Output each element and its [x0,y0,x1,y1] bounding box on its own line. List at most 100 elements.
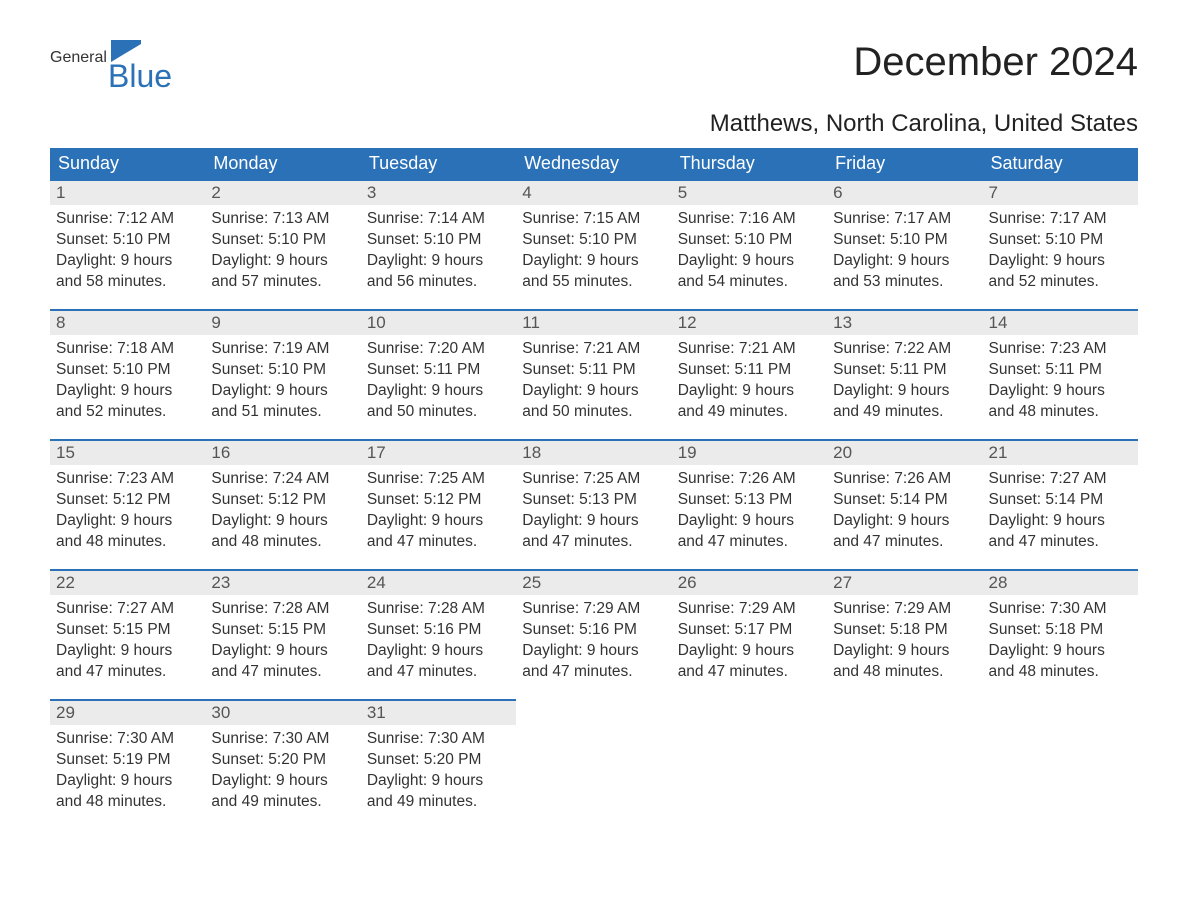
day-details: Sunrise: 7:25 AMSunset: 5:12 PMDaylight:… [361,465,516,563]
day-number: 3 [361,179,516,205]
day-number: 5 [672,179,827,205]
calendar-day-cell: 5Sunrise: 7:16 AMSunset: 5:10 PMDaylight… [672,179,827,309]
day-detail-line: Daylight: 9 hours [678,511,821,532]
day-detail-line: and 57 minutes. [211,272,354,293]
day-number: 17 [361,439,516,465]
day-detail-line: and 54 minutes. [678,272,821,293]
day-details: Sunrise: 7:16 AMSunset: 5:10 PMDaylight:… [672,205,827,303]
day-details: Sunrise: 7:30 AMSunset: 5:18 PMDaylight:… [983,595,1138,693]
day-detail-line: Sunset: 5:10 PM [211,230,354,251]
day-detail-line: Daylight: 9 hours [56,251,199,272]
day-detail-line: Daylight: 9 hours [56,771,199,792]
day-number: 24 [361,569,516,595]
day-detail-line: Daylight: 9 hours [833,511,976,532]
day-detail-line: Sunrise: 7:28 AM [367,599,510,620]
day-details: Sunrise: 7:26 AMSunset: 5:13 PMDaylight:… [672,465,827,563]
day-details: Sunrise: 7:28 AMSunset: 5:15 PMDaylight:… [205,595,360,693]
calendar-day-cell: 10Sunrise: 7:20 AMSunset: 5:11 PMDayligh… [361,309,516,439]
day-detail-line: Sunset: 5:13 PM [678,490,821,511]
day-detail-line: Daylight: 9 hours [522,251,665,272]
day-detail-line: Sunrise: 7:25 AM [522,469,665,490]
day-details: Sunrise: 7:22 AMSunset: 5:11 PMDaylight:… [827,335,982,433]
day-number: 30 [205,699,360,725]
day-detail-line: Sunset: 5:10 PM [833,230,976,251]
day-detail-line: and 48 minutes. [989,662,1132,683]
day-detail-line: Sunrise: 7:21 AM [522,339,665,360]
calendar-empty-cell [983,699,1138,829]
day-detail-line: and 48 minutes. [989,402,1132,423]
day-detail-line: and 47 minutes. [833,532,976,553]
day-detail-line: Sunset: 5:18 PM [833,620,976,641]
day-number: 2 [205,179,360,205]
calendar-day-cell: 27Sunrise: 7:29 AMSunset: 5:18 PMDayligh… [827,569,982,699]
day-detail-line: and 53 minutes. [833,272,976,293]
day-detail-line: Sunset: 5:20 PM [211,750,354,771]
day-detail-line: and 47 minutes. [367,532,510,553]
day-number: 7 [983,179,1138,205]
day-details: Sunrise: 7:17 AMSunset: 5:10 PMDaylight:… [827,205,982,303]
calendar-day-cell: 24Sunrise: 7:28 AMSunset: 5:16 PMDayligh… [361,569,516,699]
day-detail-line: Sunrise: 7:17 AM [989,209,1132,230]
logo-word-1: General [50,50,107,66]
day-detail-line: Sunrise: 7:27 AM [989,469,1132,490]
day-detail-line: Sunset: 5:19 PM [56,750,199,771]
day-detail-line: Sunset: 5:20 PM [367,750,510,771]
day-detail-line: Sunrise: 7:30 AM [989,599,1132,620]
calendar-day-cell: 20Sunrise: 7:26 AMSunset: 5:14 PMDayligh… [827,439,982,569]
day-detail-line: Daylight: 9 hours [833,641,976,662]
calendar-day-cell: 3Sunrise: 7:14 AMSunset: 5:10 PMDaylight… [361,179,516,309]
day-detail-line: and 47 minutes. [211,662,354,683]
day-detail-line: and 56 minutes. [367,272,510,293]
day-detail-line: Sunset: 5:10 PM [522,230,665,251]
month-title: December 2024 [853,40,1138,85]
weekday-header: Wednesday [516,148,671,179]
calendar-week-row: 8Sunrise: 7:18 AMSunset: 5:10 PMDaylight… [50,309,1138,439]
day-number: 26 [672,569,827,595]
day-number: 13 [827,309,982,335]
calendar-day-cell: 22Sunrise: 7:27 AMSunset: 5:15 PMDayligh… [50,569,205,699]
day-details: Sunrise: 7:30 AMSunset: 5:19 PMDaylight:… [50,725,205,823]
day-detail-line: and 49 minutes. [678,402,821,423]
day-detail-line: Sunrise: 7:18 AM [56,339,199,360]
calendar-day-cell: 31Sunrise: 7:30 AMSunset: 5:20 PMDayligh… [361,699,516,829]
calendar-table: SundayMondayTuesdayWednesdayThursdayFrid… [50,148,1138,829]
calendar-empty-cell [827,699,982,829]
day-details: Sunrise: 7:29 AMSunset: 5:16 PMDaylight:… [516,595,671,693]
calendar-day-cell: 18Sunrise: 7:25 AMSunset: 5:13 PMDayligh… [516,439,671,569]
weekday-header: Tuesday [361,148,516,179]
day-number: 4 [516,179,671,205]
day-detail-line: Sunrise: 7:30 AM [367,729,510,750]
day-detail-line: and 48 minutes. [56,532,199,553]
day-number: 16 [205,439,360,465]
day-detail-line: Sunset: 5:12 PM [211,490,354,511]
day-detail-line: Daylight: 9 hours [367,641,510,662]
day-detail-line: Daylight: 9 hours [211,511,354,532]
day-detail-line: and 48 minutes. [211,532,354,553]
day-detail-line: Daylight: 9 hours [989,641,1132,662]
calendar-day-cell: 6Sunrise: 7:17 AMSunset: 5:10 PMDaylight… [827,179,982,309]
day-details: Sunrise: 7:15 AMSunset: 5:10 PMDaylight:… [516,205,671,303]
calendar-day-cell: 9Sunrise: 7:19 AMSunset: 5:10 PMDaylight… [205,309,360,439]
day-details: Sunrise: 7:23 AMSunset: 5:12 PMDaylight:… [50,465,205,563]
day-details: Sunrise: 7:25 AMSunset: 5:13 PMDaylight:… [516,465,671,563]
day-number: 10 [361,309,516,335]
day-details: Sunrise: 7:30 AMSunset: 5:20 PMDaylight:… [361,725,516,823]
day-details: Sunrise: 7:29 AMSunset: 5:18 PMDaylight:… [827,595,982,693]
day-detail-line: Sunrise: 7:30 AM [56,729,199,750]
day-detail-line: and 55 minutes. [522,272,665,293]
calendar-day-cell: 16Sunrise: 7:24 AMSunset: 5:12 PMDayligh… [205,439,360,569]
calendar-day-cell: 7Sunrise: 7:17 AMSunset: 5:10 PMDaylight… [983,179,1138,309]
calendar-day-cell: 12Sunrise: 7:21 AMSunset: 5:11 PMDayligh… [672,309,827,439]
day-detail-line: Sunrise: 7:15 AM [522,209,665,230]
day-detail-line: Sunrise: 7:12 AM [56,209,199,230]
day-number: 11 [516,309,671,335]
day-detail-line: and 47 minutes. [678,662,821,683]
day-details: Sunrise: 7:13 AMSunset: 5:10 PMDaylight:… [205,205,360,303]
day-detail-line: Sunrise: 7:17 AM [833,209,976,230]
day-detail-line: and 49 minutes. [367,792,510,813]
day-details: Sunrise: 7:29 AMSunset: 5:17 PMDaylight:… [672,595,827,693]
weekday-header: Monday [205,148,360,179]
calendar-day-cell: 15Sunrise: 7:23 AMSunset: 5:12 PMDayligh… [50,439,205,569]
day-detail-line: Sunset: 5:18 PM [989,620,1132,641]
day-detail-line: Sunrise: 7:16 AM [678,209,821,230]
